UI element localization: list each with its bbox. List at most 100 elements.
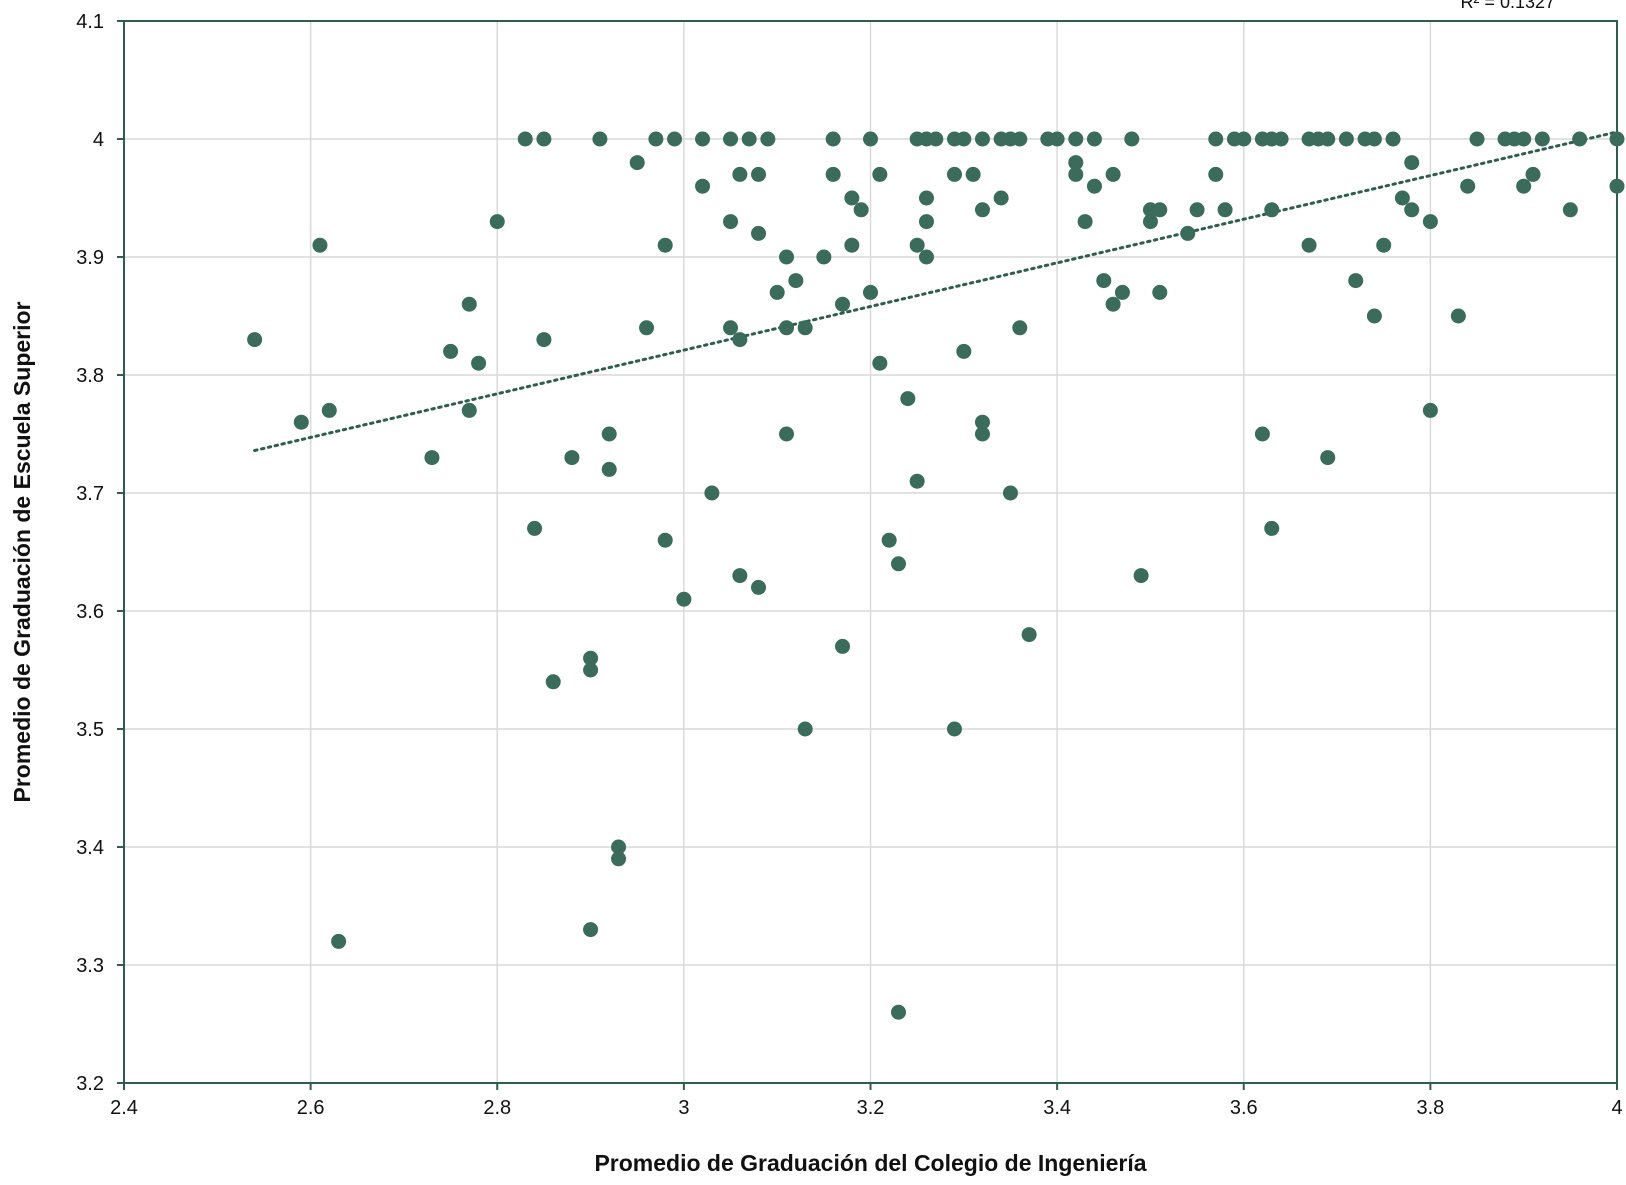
- data-point: [993, 190, 1009, 206]
- data-point: [1021, 627, 1037, 643]
- data-point: [704, 485, 720, 501]
- data-point: [909, 473, 925, 489]
- data-point: [629, 155, 645, 171]
- y-axis-ticks: 3.2 3.3 3.4 3.5 3.6 3.7 3.8 3.9 4 4.1: [76, 11, 124, 1095]
- data-point: [1273, 131, 1289, 147]
- data-point: [844, 237, 860, 253]
- y-tick-label: 3.6: [76, 601, 104, 623]
- y-tick-label: 3.8: [76, 365, 104, 387]
- data-point: [1208, 131, 1224, 147]
- data-point: [657, 532, 673, 548]
- data-point: [928, 131, 944, 147]
- data-point: [461, 402, 477, 418]
- data-point: [695, 178, 711, 194]
- x-tick-label: 4: [1611, 1097, 1622, 1119]
- data-point: [732, 166, 748, 182]
- data-point: [723, 320, 739, 336]
- data-point: [443, 343, 459, 359]
- data-point: [471, 355, 487, 371]
- data-point: [1562, 202, 1578, 218]
- data-point: [779, 320, 795, 336]
- x-tick-label: 3.2: [857, 1097, 885, 1119]
- data-point: [1301, 237, 1317, 253]
- data-point: [918, 214, 934, 230]
- data-point: [583, 922, 599, 938]
- data-point: [601, 426, 617, 442]
- data-point: [583, 650, 599, 666]
- data-point: [1208, 166, 1224, 182]
- data-point: [751, 225, 767, 241]
- data-point: [1404, 202, 1420, 218]
- trendline: [253, 130, 1619, 453]
- data-point: [321, 402, 337, 418]
- data-point: [1609, 178, 1625, 194]
- data-point: [648, 131, 664, 147]
- data-point: [797, 721, 813, 737]
- data-point: [1254, 426, 1270, 442]
- data-point: [592, 131, 608, 147]
- data-point: [863, 284, 878, 300]
- data-point: [1105, 166, 1121, 182]
- data-point: [946, 721, 962, 737]
- data-point: [1012, 320, 1028, 336]
- data-point: [956, 343, 972, 359]
- data-point: [751, 579, 767, 595]
- data-point: [825, 166, 841, 182]
- data-point: [1516, 178, 1532, 194]
- data-point: [890, 556, 906, 572]
- data-point: [779, 426, 795, 442]
- y-tick-label: 3.9: [76, 247, 104, 269]
- data-point: [844, 190, 860, 206]
- y-tick-label: 3.2: [76, 1073, 104, 1095]
- data-point: [769, 284, 785, 300]
- x-tick-label: 2.6: [297, 1097, 325, 1119]
- data-point: [1264, 202, 1280, 218]
- data-point: [797, 320, 813, 336]
- data-point: [1338, 131, 1354, 147]
- x-tick-label: 3.8: [1416, 1097, 1444, 1119]
- data-point: [1236, 131, 1252, 147]
- x-tick-label: 3.4: [1043, 1097, 1071, 1119]
- data-point: [331, 933, 347, 949]
- y-tick-label: 3.3: [76, 955, 104, 977]
- data-point: [863, 131, 878, 147]
- data-point: [667, 131, 683, 147]
- data-point: [974, 131, 990, 147]
- data-point: [1086, 178, 1102, 194]
- data-point: [1572, 131, 1588, 147]
- data-point: [1012, 131, 1028, 147]
- data-point: [536, 131, 552, 147]
- data-point: [1180, 225, 1196, 241]
- data-point: [247, 332, 263, 348]
- data-point: [723, 214, 739, 230]
- data-point: [853, 202, 869, 218]
- data-point: [1404, 155, 1420, 171]
- y-tick-label: 3.7: [76, 483, 104, 505]
- data-point: [489, 214, 505, 230]
- data-point: [1189, 202, 1205, 218]
- data-point: [1068, 166, 1084, 182]
- data-point: [695, 131, 711, 147]
- data-point: [1460, 178, 1476, 194]
- data-point: [723, 131, 739, 147]
- data-point: [872, 166, 888, 182]
- data-point: [909, 237, 925, 253]
- data-point: [601, 461, 617, 477]
- data-point: [1124, 131, 1140, 147]
- data-point: [779, 249, 795, 265]
- x-tick-label: 2.8: [483, 1097, 511, 1119]
- data-point: [293, 414, 309, 430]
- data-point: [788, 273, 804, 289]
- data-point: [1348, 273, 1364, 289]
- data-point: [760, 131, 776, 147]
- data-point: [741, 131, 757, 147]
- data-point: [461, 296, 477, 312]
- data-point: [872, 355, 888, 371]
- data-point: [751, 166, 767, 182]
- data-point: [1366, 308, 1382, 324]
- data-point: [312, 237, 328, 253]
- data-point: [918, 249, 934, 265]
- data-point: [1217, 202, 1233, 218]
- data-point: [974, 202, 990, 218]
